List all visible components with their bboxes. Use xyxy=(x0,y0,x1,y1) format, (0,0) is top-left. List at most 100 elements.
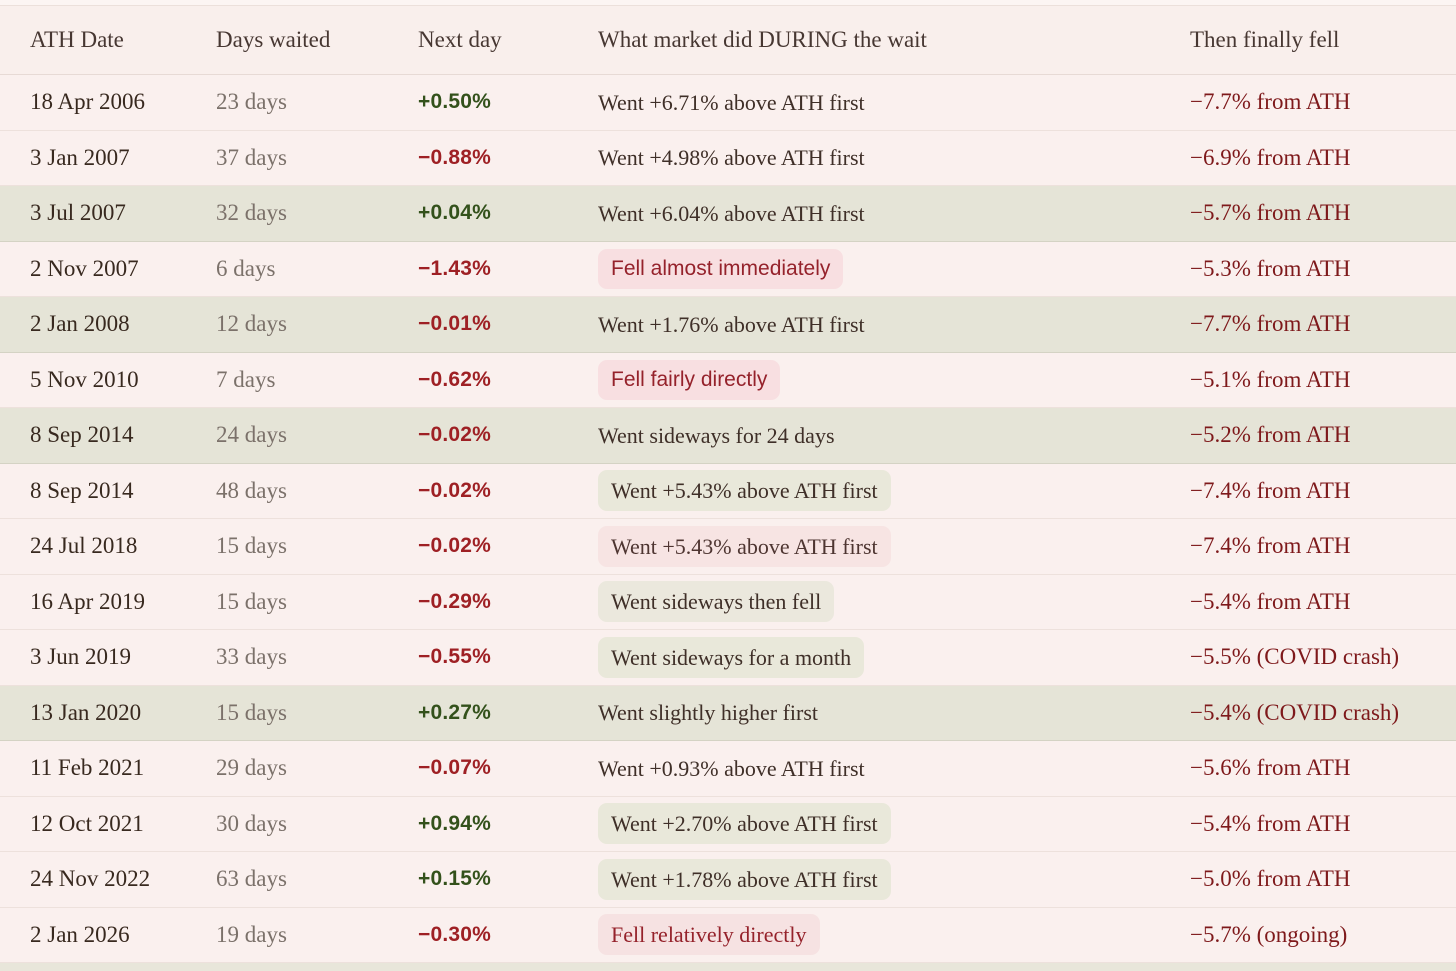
ath-date-cell: 8 Sep 2014 xyxy=(30,477,134,503)
market-behavior-text: Went +1.76% above ATH first xyxy=(598,311,865,337)
days-waited-cell: 12 days xyxy=(216,311,287,337)
ath-date-cell: 18 Apr 2006 xyxy=(30,89,145,115)
next-day-cell: −0.01% xyxy=(418,312,598,336)
column-header-market-behavior: What market did DURING the wait xyxy=(598,27,927,52)
market-behavior-cell: Went sideways then fell xyxy=(598,581,1190,623)
next-day-value: +0.50% xyxy=(418,90,492,114)
table-row: 24 Jul 2018 15 days −0.02% Went +5.43% a… xyxy=(0,519,1456,575)
ath-date-cell: 2 Jan 2026 xyxy=(30,921,130,947)
finally-fell-cell: −5.1% from ATH xyxy=(1190,366,1351,392)
market-behavior-text: Went +5.43% above ATH first xyxy=(598,470,891,512)
market-behavior-cell: Went sideways for 24 days xyxy=(598,415,1190,456)
finally-fell-cell: −5.2% from ATH xyxy=(1190,422,1351,448)
ath-date-cell: 3 Jan 2007 xyxy=(30,144,130,170)
ath-date-cell: 12 Oct 2021 xyxy=(30,810,144,836)
next-day-value: −0.01% xyxy=(418,312,492,336)
next-day-cell: −0.02% xyxy=(418,534,598,558)
next-day-cell: −0.62% xyxy=(418,368,598,392)
next-day-value: −0.29% xyxy=(418,589,492,613)
days-waited-cell: 19 days xyxy=(216,921,287,947)
ath-date-cell: 2 Jan 2008 xyxy=(30,311,130,337)
market-behavior-cell: Fell relatively directly xyxy=(598,914,1190,956)
market-behavior-text: Went +2.70% above ATH first xyxy=(598,803,891,845)
finally-fell-cell: −7.4% from ATH xyxy=(1190,533,1351,559)
finally-fell-cell: −7.7% from ATH xyxy=(1190,311,1351,337)
table-row: 2 Jan 2026 19 days −0.30% Fell relativel… xyxy=(0,907,1456,963)
market-behavior-cell: Fell almost immediately xyxy=(598,248,1190,289)
column-header-next-day: Next day xyxy=(418,27,502,52)
next-day-cell: +0.15% xyxy=(418,867,598,891)
finally-fell-cell: −5.5% (COVID crash) xyxy=(1190,644,1400,670)
ath-date-cell: 3 Jul 2007 xyxy=(30,200,126,226)
market-behavior-text: Went sideways then fell xyxy=(598,581,835,623)
days-waited-cell: 29 days xyxy=(216,755,287,781)
finally-fell-cell: −7.7% from ATH xyxy=(1190,89,1351,115)
finally-fell-cell: −5.4% from ATH xyxy=(1190,588,1351,614)
market-behavior-text: Went sideways for a month xyxy=(598,636,865,678)
market-behavior-text: Went +5.43% above ATH first xyxy=(598,525,891,567)
days-waited-cell: 6 days xyxy=(216,255,276,281)
finally-fell-cell: −6.9% from ATH xyxy=(1190,144,1351,170)
table-row: 13 Jan 2020 15 days +0.27% Went slightly… xyxy=(0,685,1456,741)
next-day-cell: −0.07% xyxy=(418,756,598,780)
finally-fell-cell: −5.4% from ATH xyxy=(1190,810,1351,836)
table-row: 3 Jun 2019 33 days −0.55% Went sideways … xyxy=(0,630,1456,686)
ath-date-cell: 24 Nov 2022 xyxy=(30,866,151,892)
next-day-value: −0.30% xyxy=(418,922,492,946)
market-behavior-cell: Went slightly higher first xyxy=(598,692,1190,733)
column-header-days-waited: Days waited xyxy=(216,27,331,52)
days-waited-cell: 15 days xyxy=(216,588,287,614)
days-waited-cell: 24 days xyxy=(216,422,287,448)
market-behavior-cell: Went +5.43% above ATH first xyxy=(598,525,1190,567)
table-row: 24 Nov 2022 63 days +0.15% Went +1.78% a… xyxy=(0,852,1456,908)
next-day-cell: +0.04% xyxy=(418,201,598,225)
market-behavior-text: Fell fairly directly xyxy=(598,359,781,400)
finally-fell-cell: −5.4% (COVID crash) xyxy=(1190,699,1400,725)
market-behavior-cell: Went +6.71% above ATH first xyxy=(598,82,1190,123)
finally-fell-cell: −5.3% from ATH xyxy=(1190,255,1351,281)
next-day-value: +0.15% xyxy=(418,867,492,891)
table-row: 2 Nov 2007 6 days −1.43% Fell almost imm… xyxy=(0,241,1456,297)
ath-date-cell: 13 Jan 2020 xyxy=(30,699,142,725)
next-day-value: −0.02% xyxy=(418,534,492,558)
days-waited-cell: 33 days xyxy=(216,644,287,670)
table-body: 18 Apr 2006 23 days +0.50% Went +6.71% a… xyxy=(0,75,1456,963)
table-header-row: ATH Date Days waited Next day What marke… xyxy=(0,6,1456,75)
next-day-value: −0.88% xyxy=(418,145,492,169)
next-day-value: −0.02% xyxy=(418,478,492,502)
next-day-cell: +0.50% xyxy=(418,90,598,114)
finally-fell-cell: −5.7% (ongoing) xyxy=(1190,921,1348,947)
market-behavior-text: Went +6.04% above ATH first xyxy=(598,200,865,226)
ath-date-cell: 8 Sep 2014 xyxy=(30,422,134,448)
next-day-cell: −0.29% xyxy=(418,590,598,614)
next-day-value: +0.94% xyxy=(418,811,492,835)
market-behavior-text: Went +4.98% above ATH first xyxy=(598,145,865,171)
ath-date-cell: 24 Jul 2018 xyxy=(30,533,138,559)
table-row: 8 Sep 2014 24 days −0.02% Went sideways … xyxy=(0,408,1456,464)
table-row: 11 Feb 2021 29 days −0.07% Went +0.93% a… xyxy=(0,741,1456,797)
days-waited-cell: 23 days xyxy=(216,89,287,115)
market-behavior-cell: Went sideways for a month xyxy=(598,636,1190,678)
next-day-value: −0.07% xyxy=(418,756,492,780)
market-behavior-cell: Went +1.76% above ATH first xyxy=(598,304,1190,345)
ath-date-cell: 11 Feb 2021 xyxy=(30,755,145,781)
next-day-cell: −0.30% xyxy=(418,923,598,947)
table-row: 5 Nov 2010 7 days −0.62% Fell fairly dir… xyxy=(0,352,1456,408)
next-day-cell: −0.02% xyxy=(418,423,598,447)
table-row: 8 Sep 2014 48 days −0.02% Went +5.43% ab… xyxy=(0,463,1456,519)
market-behavior-cell: Went +0.93% above ATH first xyxy=(598,748,1190,789)
next-day-cell: −0.88% xyxy=(418,146,598,170)
next-day-value: −0.62% xyxy=(418,367,492,391)
days-waited-cell: 63 days xyxy=(216,866,287,892)
market-behavior-text: Went +0.93% above ATH first xyxy=(598,755,865,781)
days-waited-cell: 30 days xyxy=(216,810,287,836)
market-behavior-cell: Went +5.43% above ATH first xyxy=(598,470,1190,512)
next-day-cell: +0.94% xyxy=(418,812,598,836)
table-row: 18 Apr 2006 23 days +0.50% Went +6.71% a… xyxy=(0,75,1456,131)
market-behavior-text: Went slightly higher first xyxy=(598,700,819,726)
days-waited-cell: 48 days xyxy=(216,477,287,503)
market-behavior-text: Went +1.78% above ATH first xyxy=(598,858,891,900)
table-row: 16 Apr 2019 15 days −0.29% Went sideways… xyxy=(0,574,1456,630)
market-behavior-text: Went +6.71% above ATH first xyxy=(598,89,865,115)
